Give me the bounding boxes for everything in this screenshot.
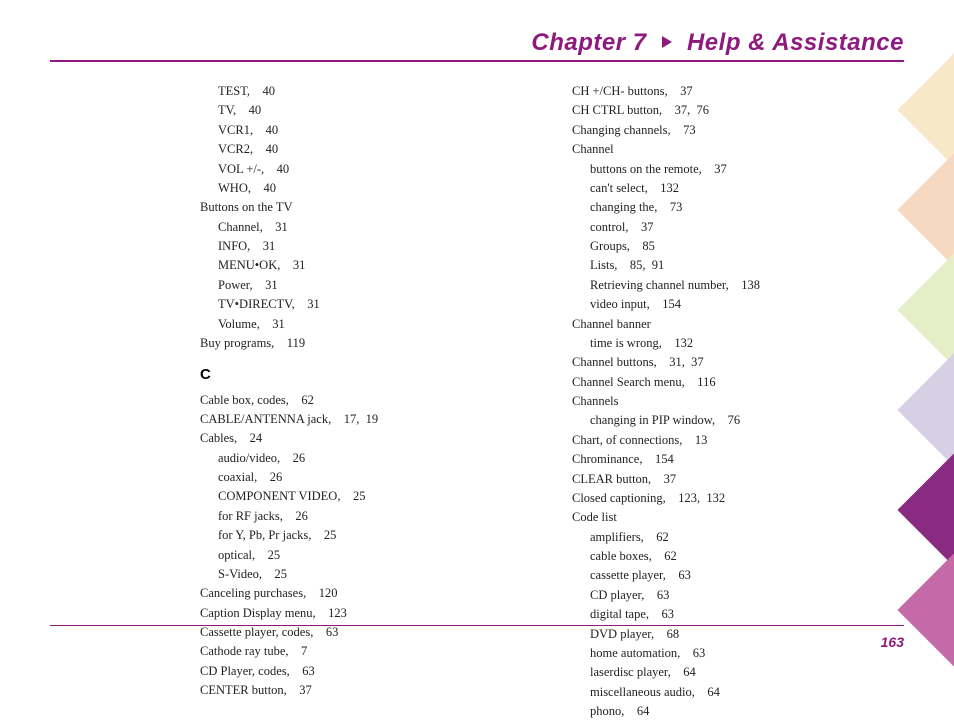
index-entry: laserdisc player, 64 [572, 663, 894, 682]
index-entry: Code list [572, 508, 894, 527]
index-entry: S-Video, 25 [200, 565, 522, 584]
index-entry: Lists, 85, 91 [572, 256, 894, 275]
index-entry: CD player, 63 [572, 586, 894, 605]
index-entry: Channel, 31 [200, 218, 522, 237]
index-entry: Power, 31 [200, 276, 522, 295]
index-entry: CENTER button, 37 [200, 681, 522, 700]
index-entry: coaxial, 26 [200, 468, 522, 487]
index-entry: WHO, 40 [200, 179, 522, 198]
index-entry: time is wrong, 132 [572, 334, 894, 353]
footer-rule [50, 625, 904, 626]
index-entry: COMPONENT VIDEO, 25 [200, 487, 522, 506]
deco-diamond [897, 553, 954, 666]
index-entry: Chrominance, 154 [572, 450, 894, 469]
index-entry: TV, 40 [200, 101, 522, 120]
index-entry: Groups, 85 [572, 237, 894, 256]
index-entry: MENU•OK, 31 [200, 256, 522, 275]
index-entry: Cable box, codes, 62 [200, 391, 522, 410]
index-entry: home automation, 63 [572, 644, 894, 663]
index-entry: VOL +/-, 40 [200, 160, 522, 179]
index-entry: Volume, 31 [200, 315, 522, 334]
deco-diamond [897, 53, 954, 166]
index-section-letter: C [200, 363, 522, 386]
index-entry: CLEAR button, 37 [572, 470, 894, 489]
index-entry: amplifiers, 62 [572, 528, 894, 547]
index-entry: changing in PIP window, 76 [572, 411, 894, 430]
index-entry: miscellaneous audio, 64 [572, 683, 894, 702]
index-entry: Cathode ray tube, 7 [200, 642, 522, 661]
index-entry: TV•DIRECTV, 31 [200, 295, 522, 314]
page-header: Chapter 7 Help & Assistance [531, 28, 904, 59]
index-entry: Buttons on the TV [200, 198, 522, 217]
index-entry: VCR2, 40 [200, 140, 522, 159]
chapter-title: Chapter 7 Help & Assistance [531, 29, 904, 56]
index-entry: Caption Display menu, 123 [200, 604, 522, 623]
index-entry: Retrieving channel number, 138 [572, 276, 894, 295]
deco-diamond [897, 253, 954, 366]
index-entry: Chart, of connections, 13 [572, 431, 894, 450]
index-columns: TEST, 40TV, 40VCR1, 40VCR2, 40VOL +/-, 4… [200, 82, 894, 608]
index-entry: for Y, Pb, Pr jacks, 25 [200, 526, 522, 545]
index-entry: TEST, 40 [200, 82, 522, 101]
deco-diamond [897, 453, 954, 566]
index-entry: audio/video, 26 [200, 449, 522, 468]
chapter-label: Chapter 7 [531, 29, 646, 56]
triangle-icon [660, 28, 674, 56]
index-entry: INFO, 31 [200, 237, 522, 256]
deco-diamond [897, 153, 954, 266]
index-entry: phono, 64 [572, 702, 894, 721]
index-entry: Canceling purchases, 120 [200, 584, 522, 603]
index-entry: cassette player, 63 [572, 566, 894, 585]
index-entry: VCR1, 40 [200, 121, 522, 140]
index-entry: Channels [572, 392, 894, 411]
section-label: Help & Assistance [687, 29, 904, 56]
page-number: 163 [881, 634, 904, 650]
index-entry: digital tape, 63 [572, 605, 894, 624]
index-entry: cable boxes, 62 [572, 547, 894, 566]
index-entry: video input, 154 [572, 295, 894, 314]
index-entry: Channel Search menu, 116 [572, 373, 894, 392]
index-col-left: TEST, 40TV, 40VCR1, 40VCR2, 40VOL +/-, 4… [200, 82, 522, 608]
index-entry: optical, 25 [200, 546, 522, 565]
index-entry: Changing channels, 73 [572, 121, 894, 140]
index-entry: CH +/CH- buttons, 37 [572, 82, 894, 101]
index-entry: Channel buttons, 31, 37 [572, 353, 894, 372]
index-entry: buttons on the remote, 37 [572, 160, 894, 179]
deco-diamond [897, 353, 954, 466]
index-entry: CABLE/ANTENNA jack, 17, 19 [200, 410, 522, 429]
index-entry: for RF jacks, 26 [200, 507, 522, 526]
index-entry: CD Player, codes, 63 [200, 662, 522, 681]
index-col-right: CH +/CH- buttons, 37CH CTRL button, 37, … [572, 82, 894, 608]
index-entry: CH CTRL button, 37, 76 [572, 101, 894, 120]
index-entry: Closed captioning, 123, 132 [572, 489, 894, 508]
header-rule [50, 60, 904, 62]
index-entry: DVD player, 68 [572, 625, 894, 644]
index-entry: changing the, 73 [572, 198, 894, 217]
index-entry: Channel banner [572, 315, 894, 334]
index-entry: Cables, 24 [200, 429, 522, 448]
index-entry: can't select, 132 [572, 179, 894, 198]
index-entry: Buy programs, 119 [200, 334, 522, 353]
index-entry: control, 37 [572, 218, 894, 237]
index-entry: Channel [572, 140, 894, 159]
